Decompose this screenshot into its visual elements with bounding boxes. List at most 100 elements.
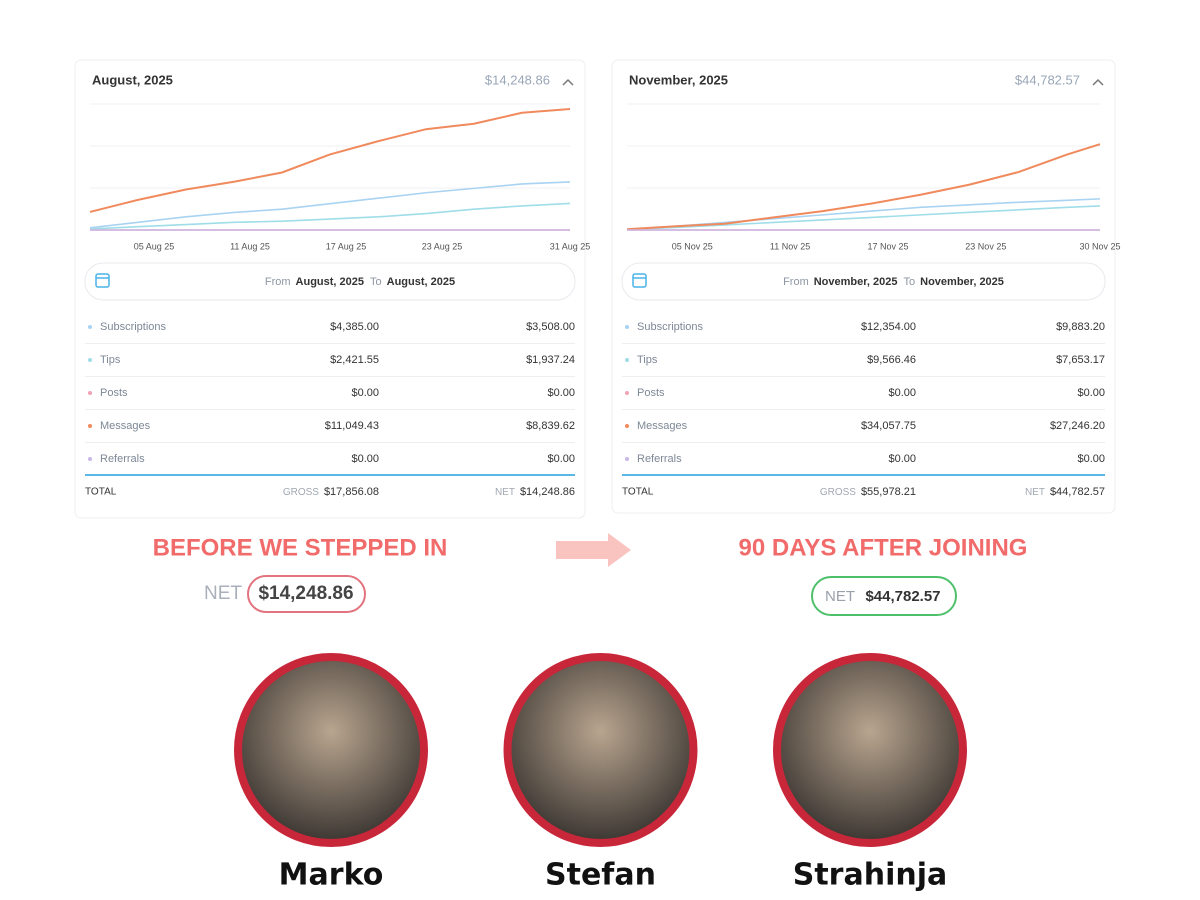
series-line [626,143,1101,231]
row-dot [625,424,629,428]
date-range-part: November, 2025 [814,276,898,288]
row-name: Subscriptions [637,321,704,333]
row-dot [88,358,92,362]
row-gross: $4,385.00 [330,321,379,333]
panel-total: $14,248.86 [485,72,550,87]
x-tick-label: 23 Nov 25 [965,241,1006,251]
row-dot [88,424,92,428]
x-tick-label: 23 Aug 25 [422,241,463,251]
series-line [89,181,571,229]
row-dot [88,325,92,329]
row-net: $0.00 [547,387,575,399]
row-gross: $0.00 [351,453,379,465]
date-range [621,262,1106,301]
date-range-part: August, 2025 [296,276,364,288]
row-name: Subscriptions [100,321,167,333]
date-range-part: From [783,276,809,288]
net-pill [811,576,957,616]
total-label: TOTAL [622,487,654,498]
x-tick-label: 11 Aug 25 [230,241,270,251]
net-label: NET [495,487,515,498]
x-tick-label: 30 Nov 25 [1079,241,1120,251]
panel-total: $44,782.57 [1015,72,1080,87]
row-name: Tips [100,354,121,366]
total-gross: GROSS $17,856.08 [283,486,379,498]
net-value: $14,248.86 [258,583,353,604]
x-tick-label: 05 Nov 25 [672,241,713,251]
date-range-text: From November, 2025 To November, 2025 [783,276,1004,288]
row-dot [625,325,629,329]
gross-label: GROSS [283,487,319,498]
date-range-part: From [265,276,291,288]
row-net: $9,883.20 [1056,321,1105,333]
row-gross: $2,421.55 [330,354,379,366]
gross-label: GROSS [820,487,856,498]
row-dot [625,358,629,362]
row-gross: $9,566.46 [867,354,916,366]
net-value: $44,782.57 [865,588,940,605]
avatar [503,653,698,847]
net-value: $14,248.86 [520,486,575,498]
row-gross: $0.00 [351,387,379,399]
date-range-part: August, 2025 [387,276,455,288]
avatar [773,653,967,847]
row-dot [88,457,92,461]
row-net: $8,839.62 [526,420,575,432]
avatar [234,653,428,847]
series-line [626,205,1101,231]
gross-value: $55,978.21 [861,486,916,498]
net-value: $44,782.57 [1050,486,1105,498]
x-tick-label: 05 Aug 25 [134,241,175,251]
row-net: $0.00 [1077,453,1105,465]
row-net: $3,508.00 [526,321,575,333]
row-gross: $0.00 [888,453,916,465]
row-name: Posts [100,387,128,399]
row-gross: $34,057.75 [861,420,916,432]
x-tick-label: 17 Aug 25 [326,241,367,251]
net-label: NET [825,588,855,605]
arrow [556,533,631,567]
collapse-icon [562,78,574,86]
date-range-text: From August, 2025 To August, 2025 [265,276,455,288]
date-range-part: To [370,276,382,288]
row-gross: $11,049.43 [325,420,379,432]
x-tick-label: 17 Nov 25 [867,241,908,251]
member-name: Strahinja [793,858,948,893]
row-net: $1,937.24 [526,354,575,366]
panel-title: August, 2025 [92,72,173,87]
calendar-icon [632,273,647,288]
member-name: Marko [279,858,384,893]
row-gross: $0.00 [888,387,916,399]
net-label: NET [1025,487,1045,498]
row-dot [625,391,629,395]
row-name: Tips [637,354,658,366]
after-heading: 90 DAYS AFTER JOINING [739,534,1028,561]
row-net: $0.00 [547,453,575,465]
series-line [89,107,571,213]
total-label: TOTAL [85,487,117,498]
row-name: Referrals [100,453,145,465]
x-tick-label: 31 Aug 25 [550,241,591,251]
series-line [89,202,571,230]
date-range [84,262,576,301]
total-net: NET $14,248.86 [495,486,575,498]
total-net: NET $44,782.57 [1025,486,1105,498]
row-dot [625,457,629,461]
gross-value: $17,856.08 [324,486,379,498]
member-name: Stefan [545,858,656,893]
date-range-part: November, 2025 [920,276,1004,288]
row-net: $7,653.17 [1056,354,1105,366]
before-heading: BEFORE WE STEPPED IN [153,534,448,561]
net-pill [247,575,366,613]
net-label: NET [204,583,242,604]
row-net: $27,246.20 [1050,420,1105,432]
date-range-part: To [904,276,916,288]
x-tick-label: 11 Nov 25 [770,241,810,251]
panel-title: November, 2025 [629,72,728,87]
total-gross: GROSS $55,978.21 [820,486,916,498]
row-name: Referrals [637,453,682,465]
row-name: Messages [637,420,688,432]
row-dot [88,391,92,395]
